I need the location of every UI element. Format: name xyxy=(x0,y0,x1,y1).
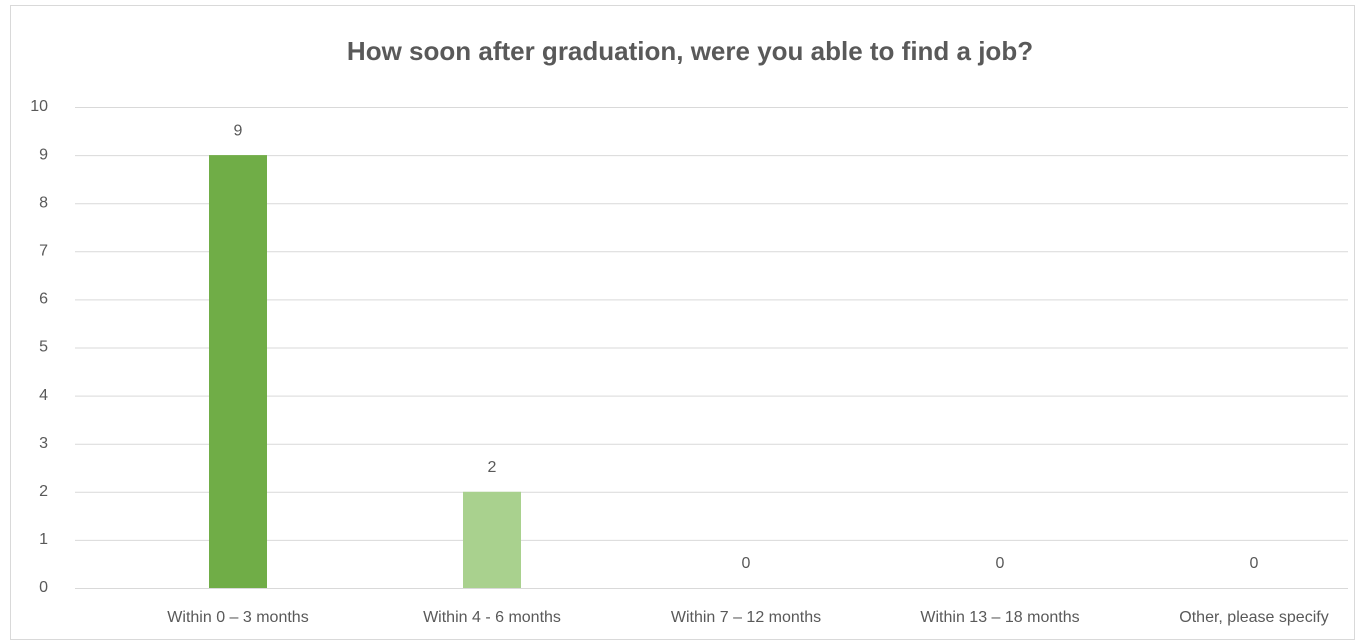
x-tick-label: Other, please specify xyxy=(1179,609,1328,626)
y-tick-label: 6 xyxy=(39,291,48,308)
y-tick-label: 8 xyxy=(39,194,48,211)
bar xyxy=(209,155,267,588)
y-tick-label: 5 xyxy=(39,339,48,356)
y-tick-label: 7 xyxy=(39,243,48,260)
y-tick-label: 9 xyxy=(39,146,48,163)
bar xyxy=(463,491,521,588)
data-label: 0 xyxy=(996,555,1005,572)
data-label: 0 xyxy=(742,555,751,572)
x-tick-label: Within 7 – 12 months xyxy=(671,609,821,626)
x-tick-label: Within 13 – 18 months xyxy=(920,609,1079,626)
y-tick-label: 3 xyxy=(39,435,48,452)
x-tick-label: Within 0 – 3 months xyxy=(167,609,308,626)
x-tick-label: Within 4 - 6 months xyxy=(423,609,561,626)
y-tick-label: 10 xyxy=(30,98,48,115)
chart-title: How soon after graduation, were you able… xyxy=(347,36,1033,66)
y-tick-label: 0 xyxy=(39,579,48,596)
y-tick-label: 1 xyxy=(39,531,48,548)
data-label: 9 xyxy=(234,122,243,139)
y-tick-label: 4 xyxy=(39,387,48,404)
data-label: 2 xyxy=(488,459,497,476)
y-tick-label: 2 xyxy=(39,483,48,500)
data-label: 0 xyxy=(1250,555,1259,572)
